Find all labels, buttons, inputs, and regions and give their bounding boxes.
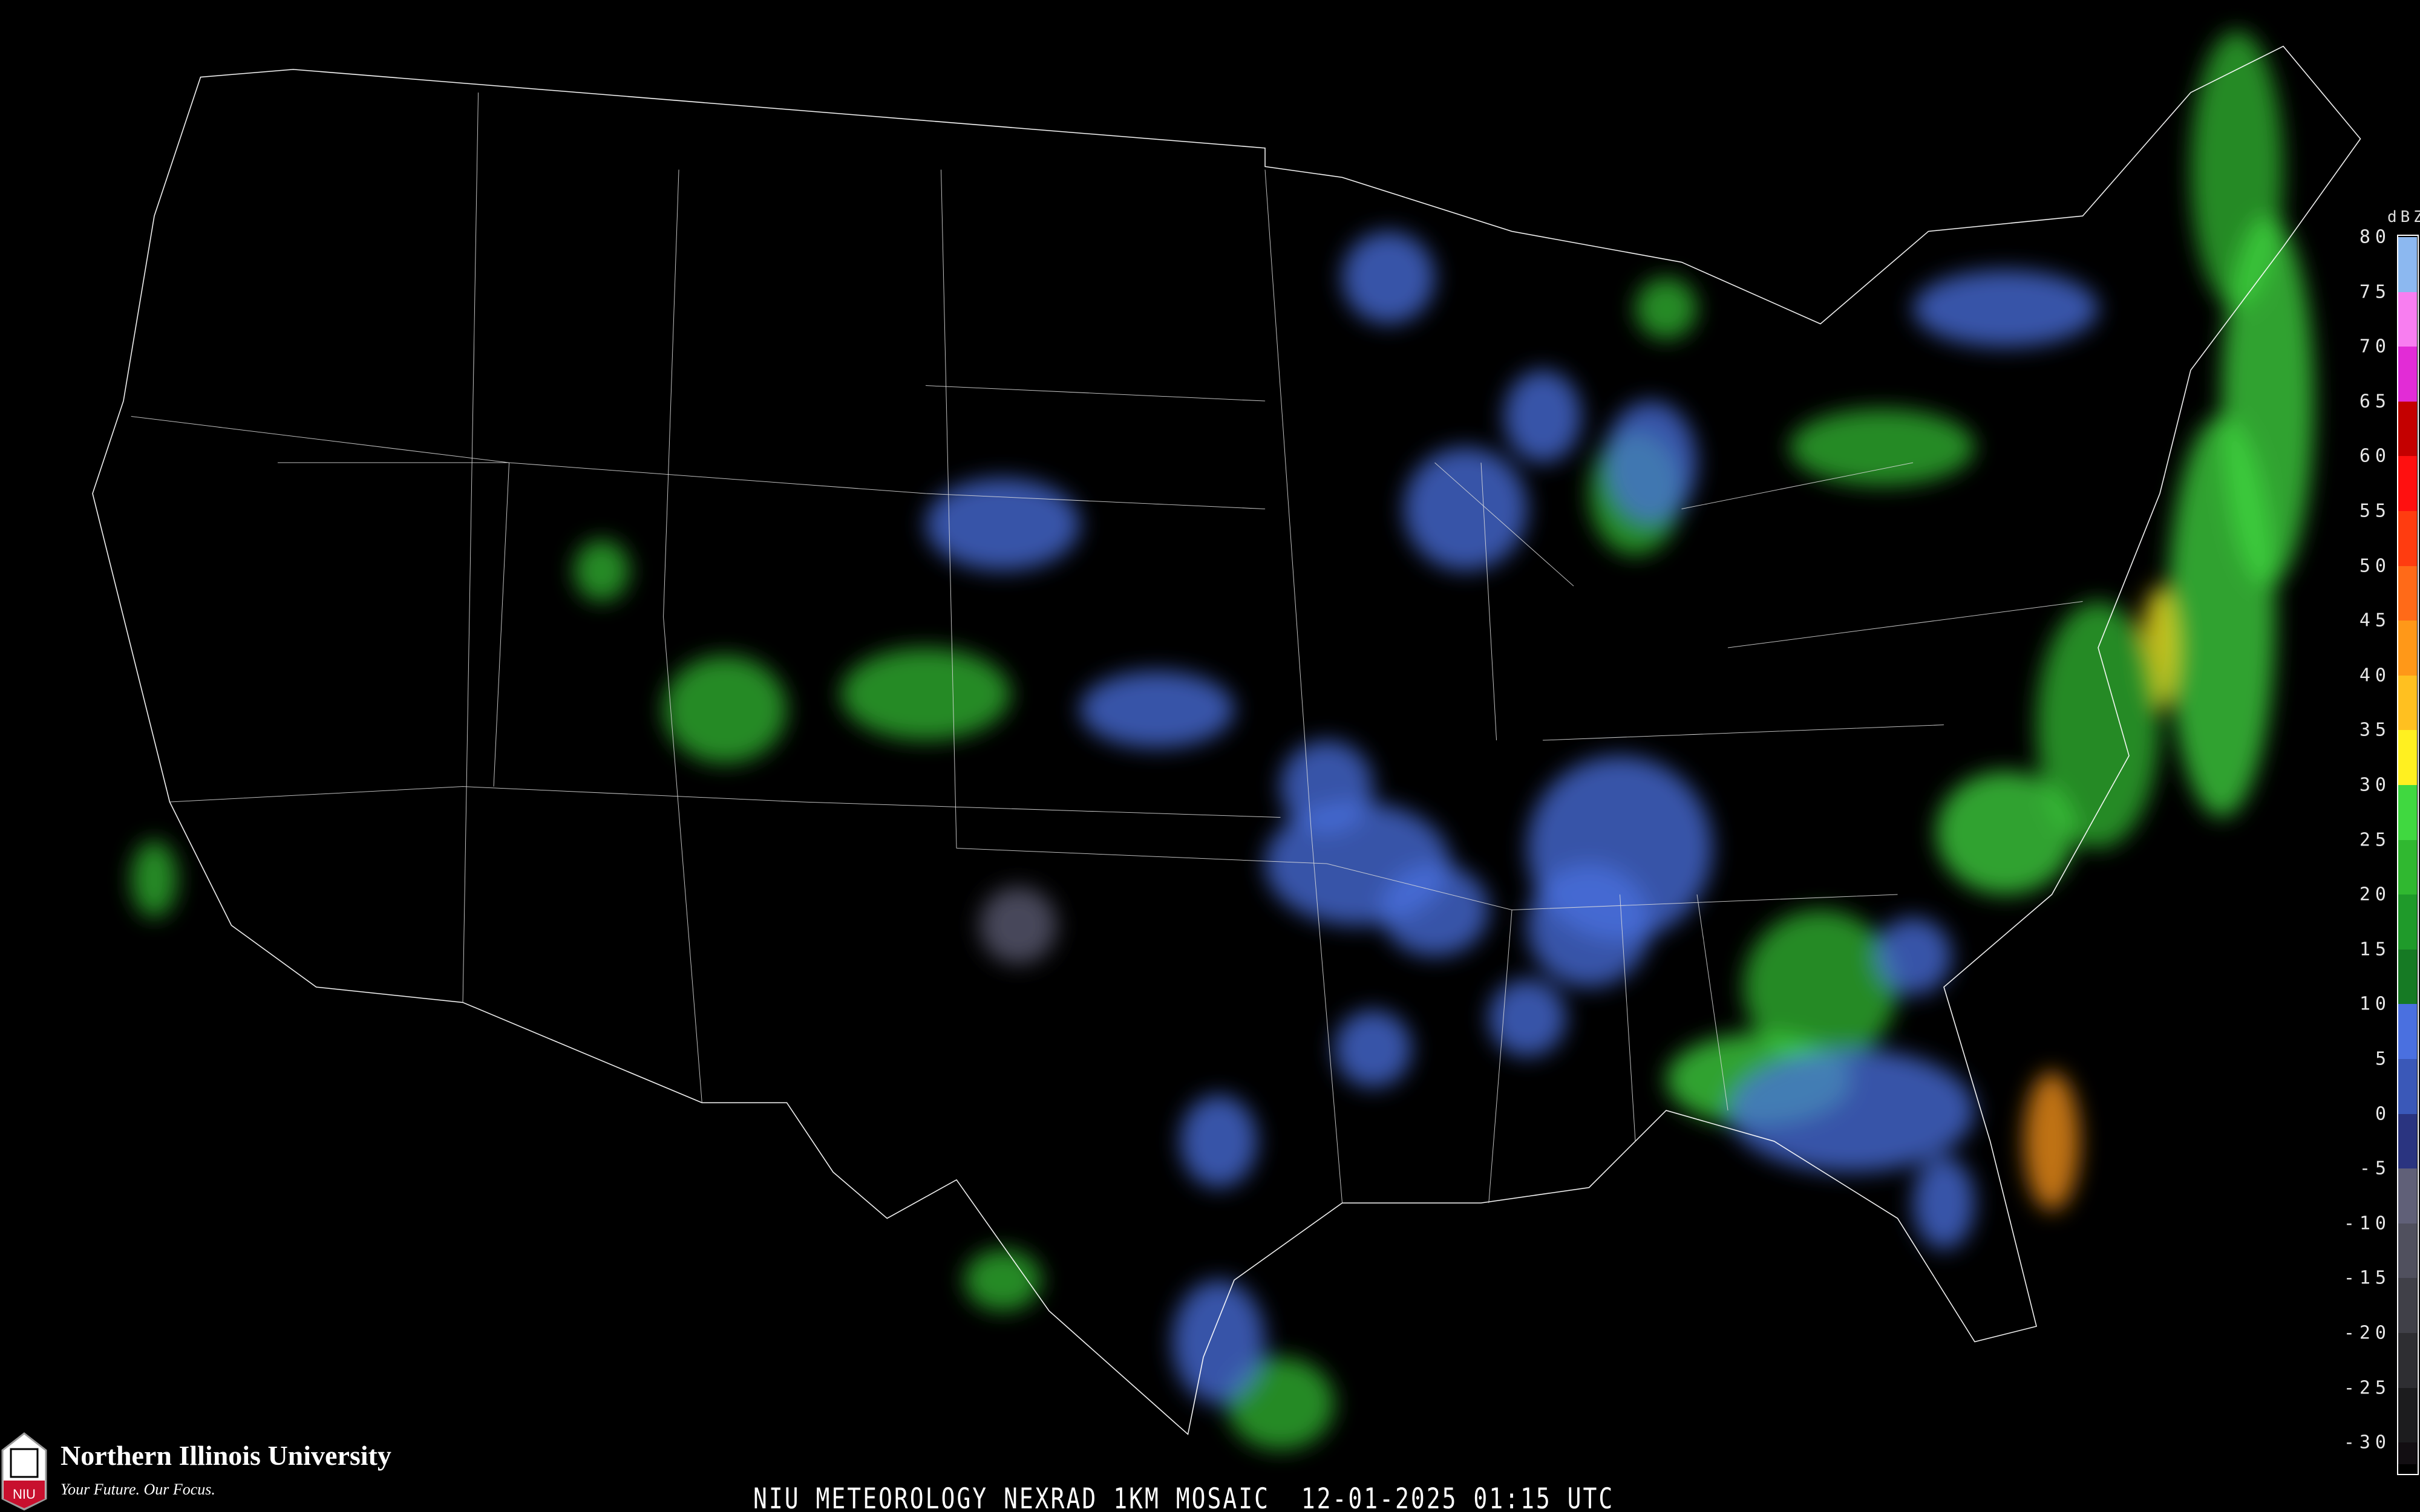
radar-echo <box>1334 1010 1412 1087</box>
legend-band <box>2398 237 2417 292</box>
legend-band <box>2398 292 2417 347</box>
legend-band <box>2398 1442 2417 1465</box>
legend-band <box>2398 511 2417 566</box>
radar-echo <box>2036 601 2160 849</box>
svg-text:NIU: NIU <box>13 1487 36 1502</box>
legend-label: -15 <box>2343 1267 2391 1289</box>
radar-echo <box>1381 864 1489 956</box>
legend-band <box>2398 949 2417 1005</box>
state-lines <box>131 92 2083 1204</box>
radar-echo <box>1527 864 1651 987</box>
radar-echo <box>1172 1280 1265 1404</box>
radar-echo <box>131 840 178 918</box>
logo-university-name: Northern Illinois University <box>60 1440 391 1471</box>
legend-label: -5 <box>2359 1158 2391 1179</box>
legend-band <box>2398 565 2417 621</box>
legend-label: 55 <box>2359 500 2391 522</box>
legend-label: 25 <box>2359 829 2391 851</box>
niu-logo: NIU Northern Illinois University Your Fu… <box>0 1427 436 1512</box>
product-caption: NIU METEOROLOGY NEXRAD 1KM MOSAIC 12-01-… <box>753 1482 1615 1512</box>
legend-label: 30 <box>2359 774 2391 796</box>
legend-label: 40 <box>2359 665 2391 686</box>
legend-band <box>2398 621 2417 676</box>
radar-echo <box>1936 771 2075 894</box>
radar-echo <box>979 887 1057 964</box>
legend-band <box>2398 839 2417 895</box>
dbz-color-legend: dBZ 80757065605550454035302520151050-5-1… <box>2343 206 2420 1488</box>
radar-echo <box>1080 671 1234 748</box>
legend-label: 65 <box>2359 391 2391 412</box>
logo-tagline: Your Future. Our Focus. <box>60 1481 215 1498</box>
legend-label: 5 <box>2375 1048 2391 1070</box>
radar-echo <box>1913 1156 1975 1250</box>
legend-label: 20 <box>2359 884 2391 905</box>
radar-echo <box>2167 416 2276 818</box>
radar-echo <box>1488 979 1566 1057</box>
radar-echo <box>1743 910 1898 1064</box>
legend-label: 80 <box>2359 226 2391 248</box>
legend-label: 15 <box>2359 939 2391 960</box>
niu-shield-icon: NIU <box>1 1432 47 1511</box>
radar-echo <box>964 1249 1042 1311</box>
radar-echoes <box>131 31 2314 1450</box>
legend-band <box>2398 785 2417 840</box>
legend-label: 45 <box>2359 610 2391 631</box>
legend-label: 10 <box>2359 993 2391 1015</box>
legend-frame <box>2397 235 2419 1475</box>
radar-echo <box>574 539 630 602</box>
legend-label: 0 <box>2375 1103 2391 1125</box>
radar-echo <box>840 648 1011 740</box>
legend-label: 75 <box>2359 281 2391 303</box>
legend-band <box>2398 1278 2417 1333</box>
radar-echo <box>1913 270 2098 347</box>
radar-echo <box>1280 740 1373 833</box>
us-outline <box>92 45 2361 1435</box>
radar-echo <box>1404 447 1528 571</box>
legend-band <box>2398 1004 2417 1059</box>
legend-label: 70 <box>2359 336 2391 357</box>
legend-label: -20 <box>2343 1322 2391 1344</box>
radar-echo <box>2024 1072 2080 1211</box>
radar-echo <box>926 478 1080 571</box>
radar-echo <box>1180 1095 1258 1188</box>
radar-echo <box>663 655 787 764</box>
radar-echo <box>1728 1049 1975 1172</box>
radar-echo <box>1604 401 1697 524</box>
legend-label: -25 <box>2343 1377 2391 1399</box>
legend-unit: dBZ <box>2387 208 2420 226</box>
legend-band <box>2398 347 2417 402</box>
legend-band <box>2398 730 2417 785</box>
legend-label: 50 <box>2359 555 2391 577</box>
legend-band <box>2398 456 2417 511</box>
legend-band <box>2398 675 2417 731</box>
legend-band <box>2398 401 2417 457</box>
radar-echo <box>1790 408 1975 486</box>
legend-label: 35 <box>2359 719 2391 741</box>
legend-band <box>2398 1168 2417 1224</box>
legend-band <box>2398 1059 2417 1114</box>
legend-band <box>2398 1113 2417 1169</box>
radar-echo <box>1874 917 1952 995</box>
radar-echo <box>1635 278 1697 339</box>
radar-echo <box>1504 370 1581 463</box>
legend-band <box>2398 1223 2417 1279</box>
legend-band <box>2398 894 2417 950</box>
radar-echo <box>1342 231 1435 324</box>
legend-band <box>2398 1387 2417 1443</box>
legend-label: -10 <box>2343 1213 2391 1234</box>
legend-label: 60 <box>2359 445 2391 467</box>
legend-label: -30 <box>2343 1432 2391 1453</box>
legend-band <box>2398 1333 2417 1388</box>
